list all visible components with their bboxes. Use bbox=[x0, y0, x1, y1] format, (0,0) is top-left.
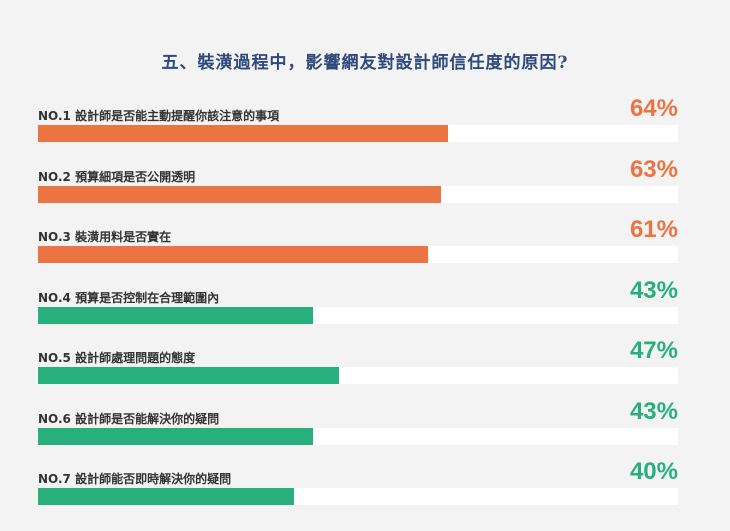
bar-track bbox=[38, 427, 678, 445]
bar-value-label: 64% bbox=[629, 95, 678, 122]
bar-value-label: 63% bbox=[629, 155, 678, 183]
bar-row: NO.7 設計師能否即時解決你的疑問 40% bbox=[38, 458, 678, 514]
bar-label: NO.6 設計師是否能解決你的疑問 bbox=[38, 411, 220, 426]
bar-track bbox=[38, 306, 678, 324]
bar-label: NO.7 設計師能否即時解決你的疑問 bbox=[38, 472, 232, 486]
bar-row: NO.2 預算細項是否公開透明 63% bbox=[38, 156, 678, 212]
bar-row: NO.1 設計師是否能主動提醒你該注意的事項 64% bbox=[38, 95, 678, 151]
bar-label: NO.3 裝潢用料是否實在 bbox=[38, 230, 172, 244]
bar bbox=[38, 488, 294, 505]
bar-label: NO.5 設計師處理問題的態度 bbox=[38, 351, 196, 365]
bar-row: NO.3 裝潢用料是否實在 61% bbox=[38, 216, 678, 272]
bar-value-label: 43% bbox=[629, 397, 678, 425]
bar bbox=[38, 306, 314, 324]
bar-row: NO.6 設計師是否能解決你的疑問 43% bbox=[38, 398, 678, 454]
bar-label: NO.2 預算細項是否公開透明 bbox=[38, 169, 196, 184]
bar bbox=[38, 367, 339, 384]
bar-track bbox=[38, 367, 678, 384]
bar-label: NO.4 預算是否控制在合理範圍內 bbox=[38, 290, 220, 305]
bar-track bbox=[38, 125, 678, 142]
bar bbox=[38, 125, 448, 142]
bar-value-label: 47% bbox=[629, 337, 678, 364]
bar bbox=[38, 246, 429, 263]
bar-row: NO.4 預算是否控制在合理範圍內 43% bbox=[38, 277, 678, 333]
bar bbox=[38, 185, 442, 203]
bar-track bbox=[38, 185, 678, 203]
bar bbox=[38, 427, 314, 445]
bar-label: NO.1 設計師是否能主動提醒你該注意的事項 bbox=[38, 109, 280, 123]
bar-track bbox=[38, 488, 678, 505]
bar-value-label: 40% bbox=[629, 458, 678, 485]
chart-title: 五、裝潢過程中，影響網友對設計師信任度的原因? bbox=[161, 53, 569, 73]
bar-value-label: 43% bbox=[629, 276, 678, 304]
bar-value-label: 61% bbox=[629, 216, 678, 243]
bar-track bbox=[38, 246, 678, 263]
bar-row: NO.5 設計師處理問題的態度 47% bbox=[38, 337, 678, 393]
